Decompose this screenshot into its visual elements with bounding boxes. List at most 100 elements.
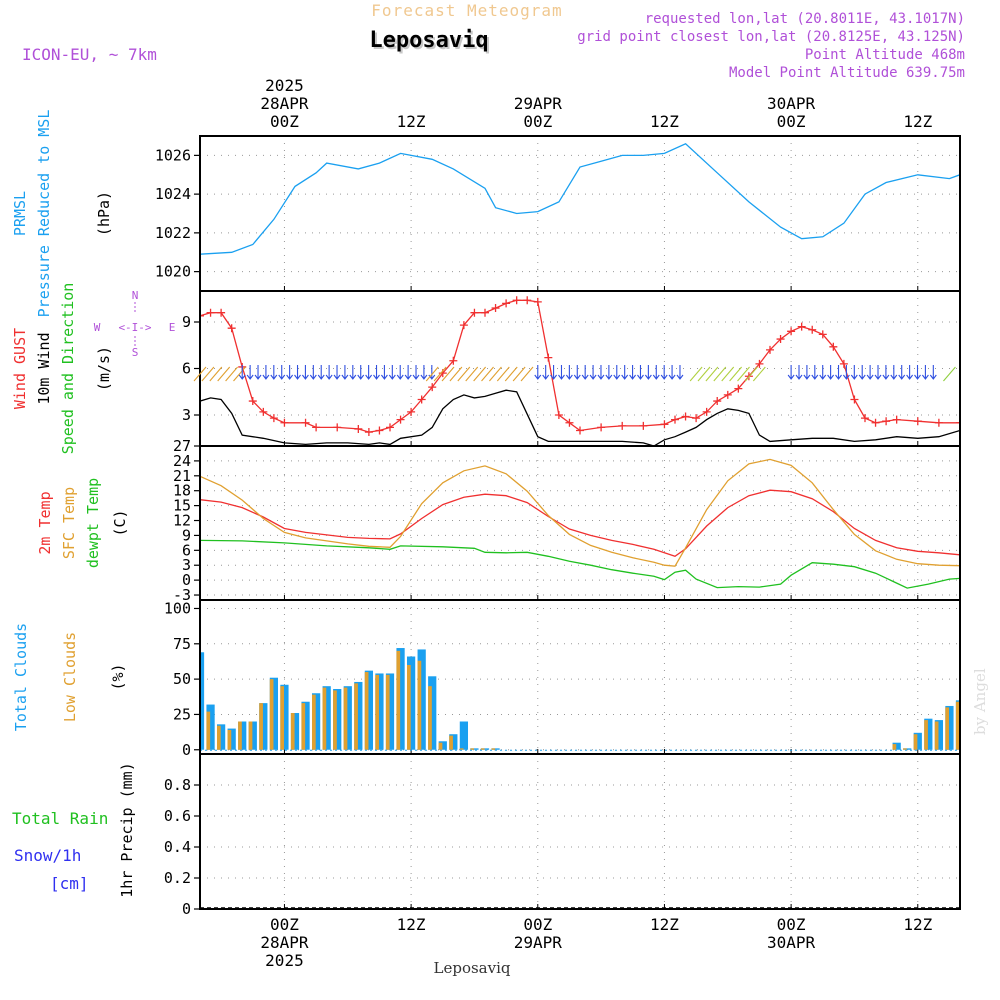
low-cloud-bar [438, 742, 443, 750]
wind-arrow [388, 365, 396, 380]
wind-gust-marker [713, 397, 722, 406]
wind-gust-marker [259, 407, 268, 416]
wind-gust-marker [766, 345, 774, 354]
precip-unit-cm: [cm] [50, 874, 89, 893]
total-cloud-bar [311, 693, 321, 750]
place-title: Leposaviq [371, 30, 490, 55]
wind-arrow [803, 365, 811, 380]
wind-arrow [341, 365, 349, 380]
temperature-ytick-label: 24 [173, 452, 191, 470]
pressure-plot [200, 143, 960, 255]
precip-rain-label: Total Rain [12, 809, 108, 828]
top-time-label: 30APR [767, 94, 816, 113]
total-cloud-bar [459, 721, 469, 750]
wind-gust-marker [660, 420, 669, 429]
wind-barb [689, 366, 703, 382]
total-cloud-bar [449, 734, 458, 750]
wind-arrow [412, 365, 420, 380]
wind-barb [744, 366, 758, 382]
wind-gust-marker [776, 335, 785, 344]
compass-axis: <-I-> [118, 321, 151, 334]
wind-barb [504, 366, 518, 382]
temperature-plot [200, 458, 960, 589]
total-cloud-bar [913, 732, 922, 750]
wind-gust-marker [491, 304, 500, 313]
low-cloud-bar [301, 703, 306, 750]
wind-gust-marker [702, 407, 711, 416]
low-cloud-bar [216, 725, 221, 750]
clouds-unit-label: (%) [109, 663, 127, 690]
wind-arrow [621, 365, 629, 380]
wind-arrow [921, 365, 929, 380]
top-time-label: 12Z [397, 112, 426, 131]
temperature-ytick-label: 18 [173, 482, 191, 500]
precip-panel: 0 0.2 0.4 0.6 0.8 [164, 753, 961, 918]
wind-arrow [613, 365, 621, 380]
wind-barb [943, 366, 956, 382]
low-cloud-bar [966, 724, 970, 749]
total-cloud-bar [438, 741, 447, 750]
temperature-axis-label: 2m Temp [36, 491, 54, 554]
wind-arrow [914, 365, 921, 380]
wind-arrow [365, 365, 373, 380]
bottom-time-label: 12Z [397, 915, 426, 934]
wind-ytick-label: 9 [182, 313, 191, 331]
low-cloud-bar [248, 721, 253, 750]
wind-gust-marker [354, 424, 363, 433]
wind-gust-marker [206, 308, 215, 317]
wind-gust-marker [956, 418, 960, 427]
low-cloud-bar [280, 686, 285, 750]
precip-unit-label: 1hr Precip (mm) [118, 762, 136, 897]
wind-gust-marker [333, 423, 342, 432]
low-cloud-bar [385, 674, 390, 750]
wind-gust-marker [544, 353, 553, 362]
wind-gust-marker [692, 414, 701, 423]
wind-arrow [581, 365, 589, 380]
precip-ytick-label: 0.2 [164, 869, 191, 887]
top-time-label: 2025 [265, 76, 304, 95]
wind-arrow [404, 365, 412, 380]
wind-arrow [605, 365, 613, 380]
requested-coords: requested lon,lat (20.8011E, 43.1017N) [645, 11, 965, 27]
wind-arrow [811, 365, 819, 380]
low-cloud-bar [459, 748, 464, 750]
wind-arrow [898, 365, 906, 380]
wind-arrow [254, 365, 262, 380]
compass-west: W [94, 321, 101, 334]
wind-gust-marker [248, 397, 257, 406]
wind-arrow [858, 365, 866, 380]
wind-gust-marker [977, 417, 985, 425]
pressure-ytick-label: 1024 [155, 185, 191, 203]
wind-arrow [637, 365, 644, 380]
wind-arrow [278, 365, 286, 380]
point-altitude: Point Altitude 468m [805, 47, 965, 63]
temperature-series-line [200, 539, 960, 589]
temperature-ytick-label: 6 [182, 541, 191, 559]
wind-arrow [819, 365, 827, 380]
bottom-time-label: 12Z [903, 915, 932, 934]
total-cloud-bar [977, 743, 985, 750]
wind-arrow [644, 365, 652, 380]
wind-barb [481, 366, 494, 382]
wind-gust-marker [417, 395, 426, 404]
wind-gust-marker [723, 390, 732, 399]
wind-arrow [874, 365, 882, 380]
temperature-ytick-label: 12 [173, 512, 191, 530]
temperature-ytick-label: 27 [173, 437, 191, 455]
wind-arrow [380, 365, 388, 380]
wind-barb [433, 366, 447, 382]
wind-arrow [597, 365, 605, 380]
bottom-time-label: 12Z [650, 915, 679, 934]
total-cloud-bar [470, 748, 479, 750]
wind-arrow [246, 365, 254, 380]
forecast-title: Forecast Meteogram [371, 1, 562, 20]
wind-gust-marker [227, 324, 236, 333]
temperature-ytick-label: 15 [173, 497, 191, 515]
wind-arrow [325, 365, 333, 380]
wind-gust-marker [428, 383, 437, 392]
wind-arrow [550, 365, 558, 380]
wind-barb [512, 366, 526, 382]
top-time-label: 00Z [270, 112, 299, 131]
